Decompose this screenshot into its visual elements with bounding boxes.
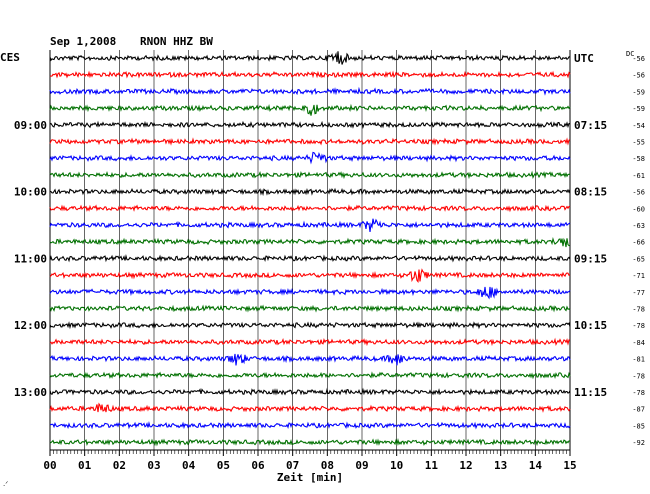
corner-mark: .ᐟ [3,480,8,488]
dc-offset-labels: -56 -56 -59 -59 -54 -55 -58 -61 -56 -60 -63 -66 -65 -… [632,55,645,447]
trace-row-23 [49,438,571,447]
dc-offset-label: -81 [632,356,645,364]
x-tick-label: 01 [78,459,92,472]
x-tick-label: 11 [425,459,439,472]
dc-offset-label: -65 [632,255,645,263]
trace-row-11 [49,236,571,248]
trace-row-12 [49,254,571,263]
x-tick-label: 12 [459,459,472,472]
x-tick-label: 03 [147,459,160,472]
x-tick-label: 08 [321,459,334,472]
trace-row-6 [49,151,571,165]
dc-offset-label: -78 [632,389,645,397]
dc-offset-label: -56 [632,55,645,63]
trace-row-16 [49,321,571,330]
x-axis: 00 01 02 03 04 05 06 07 08 09 10 11 12 13 14 15 [43,450,577,472]
dc-offset-label: -78 [632,306,645,314]
right-hour-label: 10:15 [574,319,607,332]
trace-row-19 [49,371,571,380]
x-tick-label: 10 [390,459,403,472]
dc-offset-label: -87 [632,406,645,414]
x-tick-label: 04 [182,459,196,472]
right-hour-label: 09:15 [574,252,607,265]
trace-row-4 [49,120,570,130]
x-tick-label: 14 [529,459,543,472]
left-hour-label: 12:00 [14,319,47,332]
right-hour-label: 11:15 [574,386,607,399]
left-timezone: CES [0,51,20,64]
dc-offset-label: -59 [632,88,645,96]
trace-row-10 [49,218,571,232]
seismic-traces [49,51,571,447]
trace-row-14 [49,286,571,300]
dc-offset-label: -55 [632,139,645,147]
trace-row-5 [49,137,571,146]
right-hour-label: 08:15 [574,186,607,199]
trace-row-18 [49,353,571,366]
left-hour-label: 10:00 [14,186,47,199]
trace-row-22 [49,421,571,430]
dc-offset-label: -56 [632,189,645,197]
x-tick-label: 13 [494,459,507,472]
x-tick-label: 00 [43,459,56,472]
x-tick-label: 06 [251,459,265,472]
dc-offset-label: -54 [632,122,645,130]
station-id: RNON HHZ BW [140,35,213,48]
trace-row-9 [49,204,571,213]
trace-row-13 [49,268,571,283]
x-axis-label: Zeit [min] [277,471,343,484]
dc-offset-label: -66 [632,239,645,247]
trace-row-21 [49,402,571,413]
trace-row-3 [49,103,571,116]
dc-offset-label: -78 [632,322,645,330]
dc-offset-label: -71 [632,272,645,280]
trace-row-7 [49,170,571,180]
trace-row-1 [49,70,571,79]
trace-row-15 [49,304,571,313]
dc-offset-label: -77 [632,289,645,297]
dc-offset-label: -85 [632,422,645,430]
dc-offset-label: -84 [632,339,645,347]
trace-row-0 [49,51,571,65]
trace-row-8 [49,187,571,197]
right-hour-label: 07:15 [574,119,607,132]
dc-header: DC [626,50,634,58]
dc-offset-label: -58 [632,155,645,163]
x-tick-label: 09 [355,459,368,472]
x-tick-label: 07 [286,459,299,472]
dc-offset-label: -63 [632,222,645,230]
x-tick-label: 15 [563,459,576,472]
trace-row-20 [49,387,571,396]
dc-offset-label: -61 [632,172,645,180]
right-hour-label: UTC [574,52,594,65]
left-hour-label: 13:00 [14,386,47,399]
trace-row-17 [49,337,571,347]
left-hour-label: 09:00 [14,119,47,132]
x-tick-label: 05 [217,459,230,472]
dc-offset-label: -60 [632,205,645,213]
dc-offset-label: -56 [632,72,645,80]
trace-row-2 [49,86,571,96]
dc-offset-label: -59 [632,105,645,113]
left-hour-label: 11:00 [14,252,47,265]
x-tick-label: 02 [113,459,126,472]
left-hour-labels: 09:00 10:00 11:00 12:00 13:00 [14,119,47,399]
dc-offset-label: -78 [632,372,645,380]
record-date: Sep 1,2008 [50,35,116,48]
right-hour-labels: UTC 07:15 08:15 09:15 10:15 11:15 [574,52,607,399]
dc-offset-label: -92 [632,439,645,447]
